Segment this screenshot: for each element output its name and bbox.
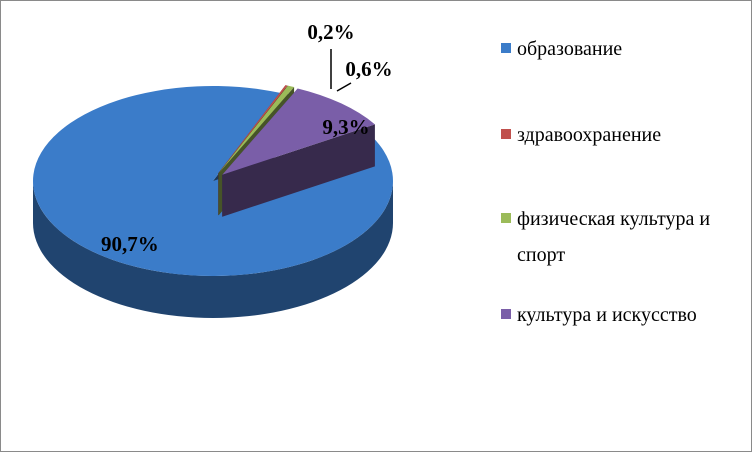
data-label: 90,7% [101,232,159,256]
data-label: 0,2% [307,20,354,44]
legend-item: образование [501,31,751,67]
data-label: 9,3% [322,115,369,139]
slice-top [32,86,393,276]
legend-label: здравоохранение [517,124,662,146]
legend-swatch [501,213,511,223]
legend-item: здравоохранение [501,117,751,153]
legend-label: культура и искусство [517,304,697,326]
legend-item: культура и искусство [501,297,751,333]
legend-item: физическая культура и спорт [501,201,751,273]
slice-wall [222,124,375,217]
legend-label: физическая культура и спорт [517,208,711,266]
slice-top [218,85,295,174]
data-label: 0,6% [345,57,392,81]
legend-swatch [501,309,511,319]
slice-top [218,85,288,174]
slice-top [222,88,375,175]
legend-swatch [501,129,511,139]
slice [222,88,375,217]
legend-swatch [501,43,511,53]
legend-label: образование [517,38,623,60]
slice-side [33,181,393,318]
leader-line [336,82,352,92]
